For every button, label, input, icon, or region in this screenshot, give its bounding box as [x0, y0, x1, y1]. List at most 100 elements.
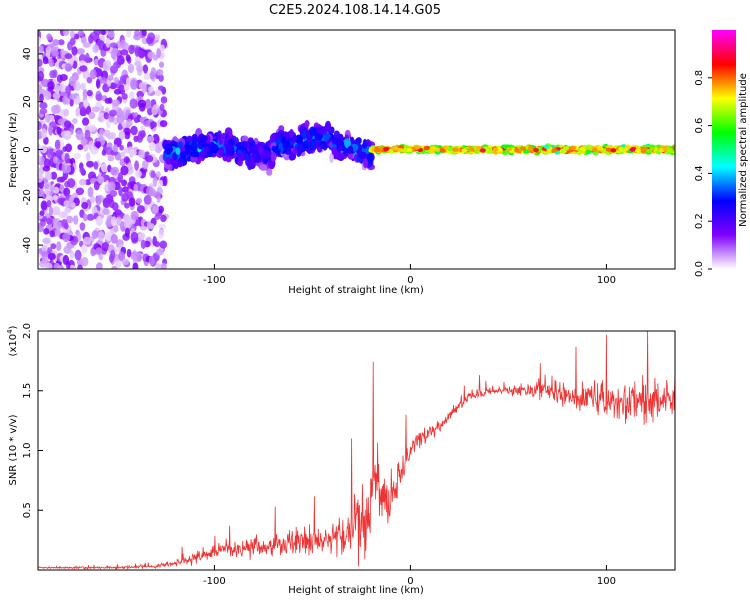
heatmap-cell — [143, 72, 152, 80]
heatmap-cell — [618, 146, 625, 152]
heatmap-cell — [95, 141, 102, 149]
heatmap-cell — [646, 148, 653, 154]
heatmap-cell — [190, 151, 200, 158]
heatmap-cell — [149, 223, 155, 230]
heatmap-cell — [154, 34, 161, 41]
heatmap-cell — [126, 30, 132, 38]
heatmap-cell — [84, 129, 91, 140]
heatmap-cell — [38, 143, 41, 154]
heatmap-cell — [148, 255, 155, 266]
heatmap-cell — [93, 30, 102, 36]
colorbar-label: Normalized spectral amplitude — [738, 73, 749, 227]
heatmap-cell — [50, 185, 55, 192]
heatmap-cell — [331, 146, 338, 156]
snr-x-axis-label: Height of straight line (km) — [288, 585, 424, 596]
heatmap-cell — [61, 218, 68, 228]
heatmap-cell — [120, 151, 126, 158]
heatmap-cell — [134, 30, 140, 37]
heatmap-cell — [62, 232, 71, 243]
heatmap-cell — [136, 197, 143, 204]
heatmap-cell — [126, 248, 132, 258]
heatmap-cell — [128, 91, 135, 100]
heatmap-cell — [67, 41, 73, 51]
heatmap-cell — [121, 93, 128, 100]
x-tick-label: 0 — [407, 576, 413, 587]
heatmap-cell — [218, 146, 224, 157]
heatmap-cell — [207, 141, 216, 153]
heatmap-cell — [134, 56, 141, 63]
heatmap-cell — [133, 116, 140, 124]
heatmap-cell — [249, 146, 255, 154]
heatmap-cell — [69, 97, 74, 107]
heatmap-cell — [64, 63, 72, 72]
heatmap-cell — [38, 154, 42, 163]
heatmap-cell — [152, 205, 159, 214]
y-tick-label: 2.0 — [22, 323, 33, 339]
heatmap-cell — [86, 76, 93, 84]
heatmap-cell — [130, 210, 139, 221]
heatmap-cell — [93, 181, 100, 191]
heatmap-cell — [158, 223, 166, 230]
heatmap-cell — [116, 55, 125, 65]
heatmap-cell — [81, 256, 89, 267]
heatmap-cell — [111, 99, 120, 107]
heatmap-cell — [38, 225, 44, 233]
heatmap-cell — [102, 197, 111, 208]
heatmap-cell — [136, 90, 145, 98]
heatmap-cell — [145, 36, 154, 45]
heatmap-cell — [123, 127, 131, 136]
heatmap-cell — [297, 145, 302, 156]
heatmap-cell — [112, 144, 118, 153]
y-tick-label: -20 — [22, 189, 33, 205]
heatmap-cell — [121, 179, 128, 187]
heatmap-cell — [221, 132, 227, 140]
heatmap-cell — [282, 140, 288, 150]
heatmap-cell — [160, 44, 165, 53]
heatmap-cell — [44, 171, 52, 181]
heatmap-cell — [107, 155, 115, 162]
heatmap-cell — [47, 252, 56, 261]
heatmap-cell — [54, 229, 61, 237]
heatmap-cell — [373, 147, 380, 153]
y-tick-label: 20 — [22, 95, 33, 108]
heatmap-cell — [570, 145, 577, 150]
heatmap-cell — [70, 202, 76, 209]
heatmap-cell — [175, 147, 181, 155]
heatmap-cell — [85, 52, 90, 64]
heatmap-cell — [124, 202, 130, 209]
heatmap-cell — [241, 135, 249, 142]
heatmap-cell — [65, 85, 71, 95]
heatmap-cell — [301, 130, 307, 139]
heatmap-cell — [134, 46, 141, 57]
heatmap-cell — [247, 161, 253, 171]
heatmap-cell — [118, 84, 126, 95]
heatmap-cell — [56, 126, 62, 135]
heatmap-cell — [49, 70, 57, 79]
heatmap-cell — [158, 228, 165, 239]
heatmap-cell — [110, 49, 117, 60]
heatmap-cell — [109, 42, 118, 48]
heatmap-cell — [42, 165, 51, 172]
heatmap-cell — [329, 152, 334, 164]
heatmap-cell — [288, 129, 295, 138]
heatmap-cell — [392, 146, 399, 151]
heatmap-cell — [55, 149, 64, 157]
colorbar-ticks: 0.0 0.2 0.4 0.6 0.8 — [694, 70, 712, 277]
heatmap-cell — [95, 247, 102, 256]
heatmap-cell — [51, 104, 60, 114]
heatmap-cell — [597, 146, 604, 151]
heatmap-marks — [38, 30, 675, 269]
heatmap-cell — [59, 74, 68, 81]
heatmap-cell — [129, 98, 138, 109]
heatmap-cell — [292, 148, 298, 155]
heatmap-cell — [113, 77, 119, 84]
heatmap-cell — [49, 230, 55, 238]
heatmap-cell — [88, 111, 96, 120]
heatmap-cell — [83, 236, 92, 245]
heatmap-cell — [38, 189, 45, 199]
heatmap-cell — [634, 148, 641, 153]
snr-plot-area — [38, 331, 675, 570]
heatmap-cell — [40, 145, 48, 154]
heatmap-cell — [130, 125, 138, 136]
heatmap-cell — [50, 243, 57, 250]
